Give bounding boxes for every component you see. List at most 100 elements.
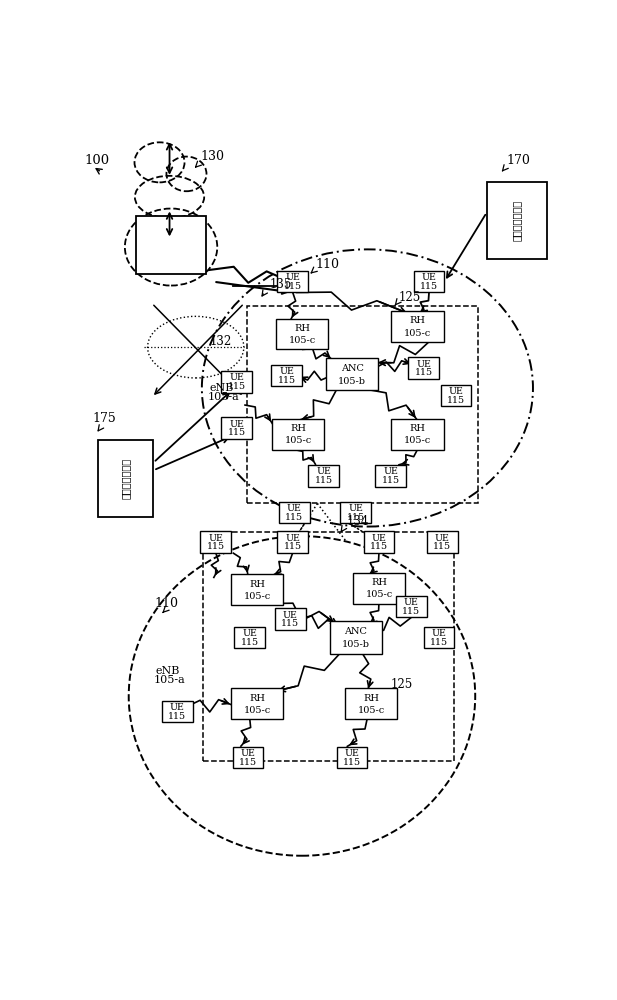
Text: UE: UE bbox=[344, 749, 360, 758]
FancyBboxPatch shape bbox=[441, 385, 471, 406]
Text: 100: 100 bbox=[85, 154, 110, 167]
Text: 105-b: 105-b bbox=[342, 640, 370, 649]
FancyBboxPatch shape bbox=[341, 502, 371, 523]
Text: 115: 115 bbox=[415, 368, 433, 377]
Text: 115: 115 bbox=[381, 476, 400, 485]
Text: 105-c: 105-c bbox=[244, 592, 271, 601]
FancyBboxPatch shape bbox=[353, 573, 405, 604]
Text: 115: 115 bbox=[207, 542, 225, 551]
FancyBboxPatch shape bbox=[275, 608, 306, 630]
FancyBboxPatch shape bbox=[487, 182, 547, 259]
Text: 130: 130 bbox=[201, 150, 225, 163]
FancyBboxPatch shape bbox=[231, 688, 283, 719]
Text: eNB: eNB bbox=[210, 383, 234, 393]
Text: 125: 125 bbox=[391, 678, 413, 691]
FancyBboxPatch shape bbox=[308, 465, 339, 487]
FancyBboxPatch shape bbox=[201, 531, 231, 553]
Text: 175: 175 bbox=[93, 412, 116, 425]
Text: eNB: eNB bbox=[155, 666, 180, 676]
FancyBboxPatch shape bbox=[329, 621, 382, 654]
Text: 115: 115 bbox=[241, 638, 259, 647]
Text: 135: 135 bbox=[270, 278, 292, 291]
FancyBboxPatch shape bbox=[271, 365, 302, 386]
Text: 115: 115 bbox=[228, 382, 246, 391]
FancyBboxPatch shape bbox=[427, 531, 458, 553]
Text: 115: 115 bbox=[402, 607, 420, 616]
FancyBboxPatch shape bbox=[98, 440, 154, 517]
FancyBboxPatch shape bbox=[326, 358, 378, 390]
Text: UE: UE bbox=[283, 611, 298, 620]
Text: 105-c: 105-c bbox=[358, 706, 385, 715]
FancyBboxPatch shape bbox=[136, 216, 205, 274]
Text: RH: RH bbox=[290, 424, 306, 433]
Text: 115: 115 bbox=[420, 282, 438, 291]
Text: RH: RH bbox=[294, 324, 310, 333]
Text: 115: 115 bbox=[447, 396, 465, 405]
Text: RH: RH bbox=[410, 316, 426, 325]
Text: UE: UE bbox=[416, 360, 431, 369]
Text: UE: UE bbox=[349, 504, 363, 513]
FancyBboxPatch shape bbox=[234, 627, 265, 648]
FancyBboxPatch shape bbox=[396, 596, 427, 617]
Text: 115: 115 bbox=[284, 542, 302, 551]
Text: UE: UE bbox=[229, 420, 244, 429]
Text: 115: 115 bbox=[343, 758, 361, 767]
FancyBboxPatch shape bbox=[276, 319, 328, 349]
Text: 134: 134 bbox=[347, 515, 369, 528]
Text: 115: 115 bbox=[430, 638, 448, 647]
Text: 105-a: 105-a bbox=[154, 675, 186, 685]
Text: UE: UE bbox=[279, 367, 294, 376]
FancyBboxPatch shape bbox=[424, 627, 455, 648]
FancyBboxPatch shape bbox=[391, 419, 444, 450]
Text: RH: RH bbox=[371, 578, 387, 587]
Text: UE: UE bbox=[209, 534, 223, 543]
FancyBboxPatch shape bbox=[408, 357, 439, 379]
FancyBboxPatch shape bbox=[221, 417, 252, 439]
FancyBboxPatch shape bbox=[162, 701, 193, 722]
Text: 110: 110 bbox=[316, 258, 340, 271]
Text: ANC: ANC bbox=[341, 364, 363, 373]
FancyBboxPatch shape bbox=[337, 747, 367, 768]
Text: 115: 115 bbox=[315, 476, 333, 485]
Text: UE: UE bbox=[383, 467, 398, 476]
Text: 170: 170 bbox=[506, 154, 530, 167]
FancyBboxPatch shape bbox=[272, 419, 325, 450]
Text: 132: 132 bbox=[210, 335, 232, 348]
Text: UE: UE bbox=[285, 273, 300, 282]
Text: UE: UE bbox=[421, 273, 436, 282]
Text: 105-c: 105-c bbox=[244, 706, 271, 715]
Text: UE: UE bbox=[242, 629, 257, 638]
Text: UE: UE bbox=[285, 534, 300, 543]
Text: 115: 115 bbox=[278, 376, 296, 385]
FancyBboxPatch shape bbox=[233, 747, 263, 768]
Text: 115: 115 bbox=[285, 513, 304, 522]
Text: 无线通信管理器: 无线通信管理器 bbox=[121, 457, 131, 499]
Text: ANC: ANC bbox=[344, 627, 367, 636]
Text: 115: 115 bbox=[281, 619, 299, 628]
FancyBboxPatch shape bbox=[277, 271, 308, 292]
Text: UE: UE bbox=[434, 534, 450, 543]
Text: 125: 125 bbox=[398, 291, 420, 304]
Text: 105-b: 105-b bbox=[338, 377, 366, 386]
Text: 115: 115 bbox=[370, 542, 388, 551]
Text: UE: UE bbox=[431, 629, 447, 638]
Text: 105-c: 105-c bbox=[404, 436, 431, 445]
Text: 115: 115 bbox=[239, 758, 257, 767]
Text: 105-c: 105-c bbox=[284, 436, 312, 445]
Text: RH: RH bbox=[363, 694, 379, 703]
Text: 105-c: 105-c bbox=[365, 590, 392, 599]
Text: 115: 115 bbox=[284, 282, 302, 291]
FancyBboxPatch shape bbox=[231, 574, 283, 605]
Text: 110: 110 bbox=[154, 597, 178, 610]
FancyBboxPatch shape bbox=[391, 311, 444, 342]
Text: RH: RH bbox=[410, 424, 426, 433]
FancyBboxPatch shape bbox=[279, 502, 310, 523]
Text: 115: 115 bbox=[433, 542, 451, 551]
Text: 105-c: 105-c bbox=[288, 336, 315, 345]
FancyBboxPatch shape bbox=[221, 371, 252, 393]
FancyBboxPatch shape bbox=[375, 465, 406, 487]
Text: 105-c: 105-c bbox=[404, 329, 431, 338]
Text: UE: UE bbox=[241, 749, 255, 758]
Text: RH: RH bbox=[249, 580, 265, 589]
FancyBboxPatch shape bbox=[345, 688, 397, 719]
